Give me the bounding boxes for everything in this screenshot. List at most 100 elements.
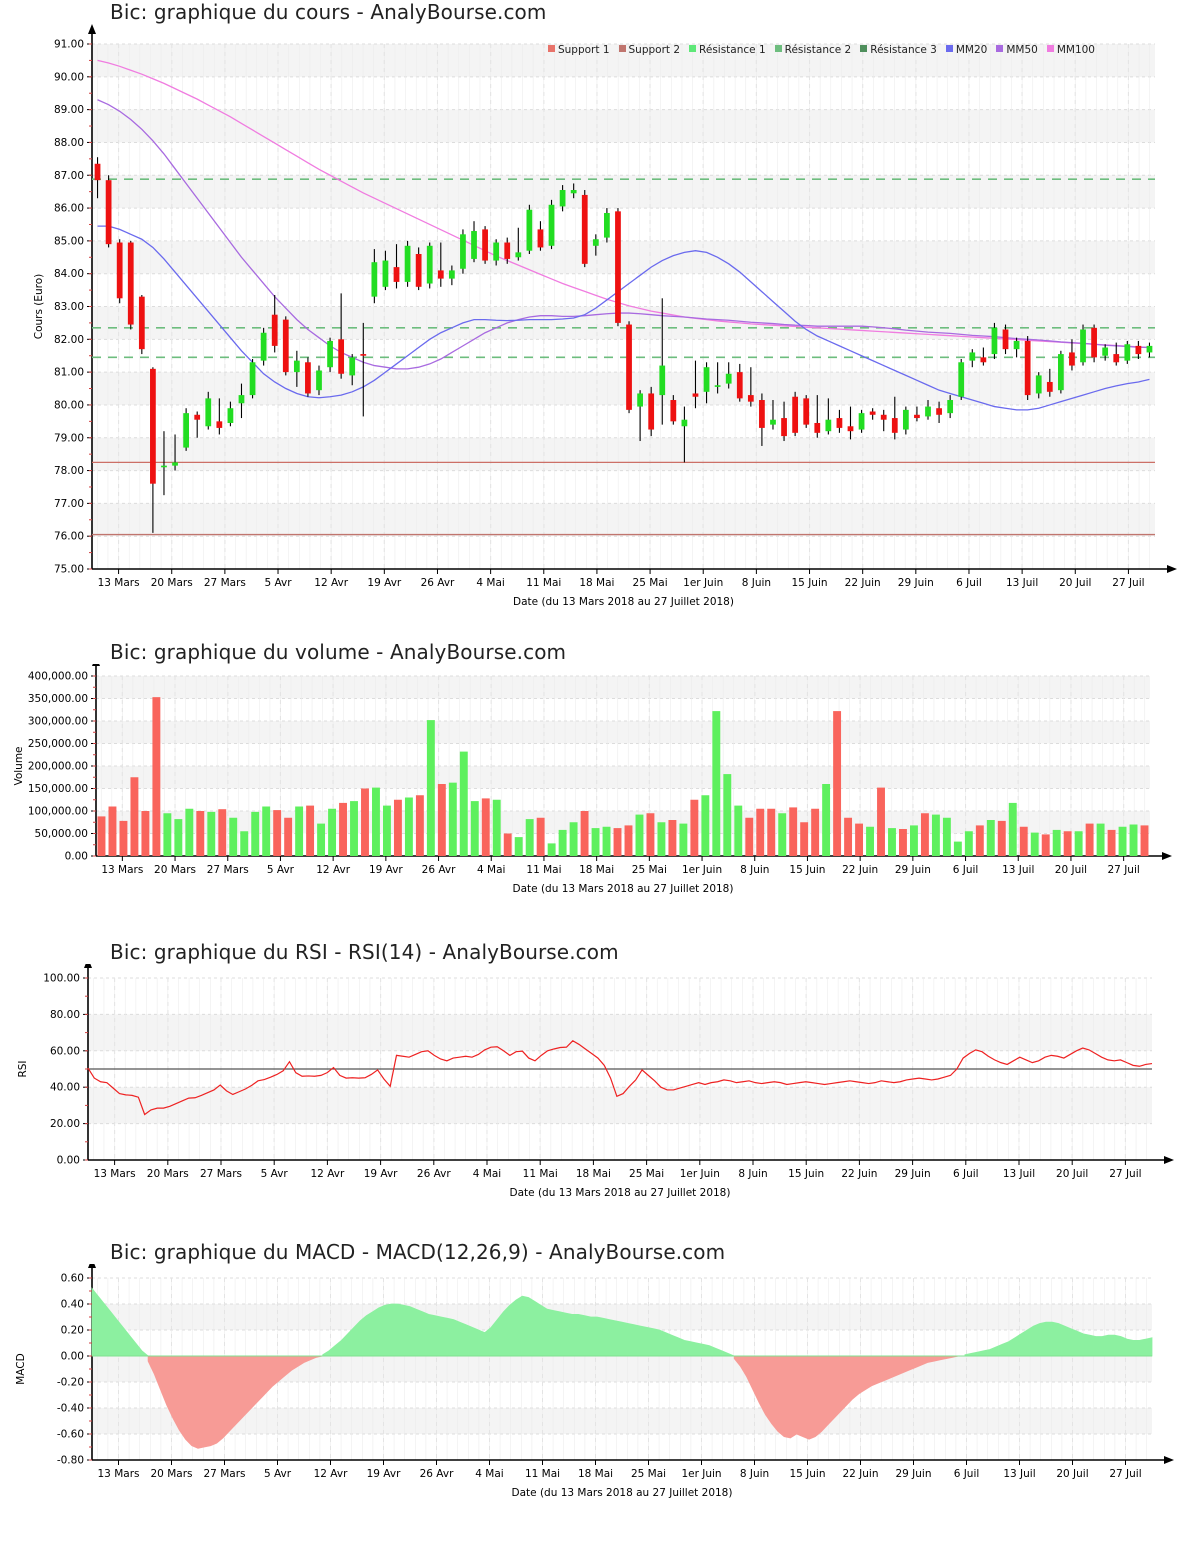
volume-bar — [1052, 829, 1061, 856]
y-axis-tick-label: 88.00 — [54, 137, 84, 149]
volume-bar — [668, 820, 677, 856]
x-axis-tick-label: 13 Mars — [98, 1468, 140, 1480]
candle-body — [426, 245, 433, 284]
x-axis-tick-label: 19 Avr — [367, 577, 401, 589]
y-axis-title: MACD — [15, 1353, 27, 1384]
candle-body — [305, 362, 311, 394]
candle-body — [205, 398, 212, 427]
y-axis-tick-label: 83.00 — [54, 301, 84, 313]
volume-bar — [723, 774, 732, 856]
rsi-line — [87, 1040, 1153, 1116]
candle-body — [94, 163, 101, 181]
x-axis-tick-label: 27 Mars — [200, 1168, 242, 1180]
candle-body — [138, 296, 145, 350]
candle-body — [936, 408, 942, 415]
candle-body — [327, 340, 333, 368]
legend-swatch-icon — [618, 45, 626, 52]
volume-bar — [372, 787, 380, 856]
x-axis-tick-label: 27 Juil — [1112, 577, 1144, 589]
volume-bar — [866, 826, 874, 856]
volume-bar — [1074, 831, 1083, 856]
volume-bar — [1096, 823, 1105, 856]
price-chart-canvas: 75.00 76.00 77.00 78.00 79.00 80.00 81.00 82.00… — [33, 24, 1177, 608]
candle-body — [736, 372, 743, 399]
moving-average-line — [97, 225, 1150, 411]
candle-body — [493, 242, 500, 261]
y-axis-tick-label: 75.00 — [54, 564, 84, 576]
volume-bar — [1118, 826, 1127, 856]
x-axis-tick-label: 25 Mai — [631, 1468, 666, 1480]
volume-bar — [1085, 823, 1094, 856]
volume-chart-title: Bic: graphique du volume - AnalyBourse.c… — [110, 640, 567, 664]
y-axis-title: Cours (Euro) — [33, 274, 45, 340]
candle-body — [1146, 345, 1153, 353]
candle-body — [460, 234, 466, 269]
y-axis-tick-label: 86.00 — [54, 203, 84, 215]
candle-body — [825, 419, 832, 432]
x-axis-tick-label: 1er Juin — [682, 864, 722, 876]
volume-bar — [657, 822, 666, 856]
x-axis-tick-label: 19 Avr — [367, 1468, 401, 1480]
candle-body — [349, 357, 356, 376]
volume-bar — [558, 829, 567, 856]
volume-bar — [361, 788, 369, 856]
volume-bar — [756, 808, 765, 856]
y-axis-tick-label: 0.40 — [61, 1299, 84, 1311]
candle-body — [570, 190, 577, 194]
volume-bar — [1019, 826, 1028, 856]
legend-label: MM100 — [1056, 44, 1095, 56]
volume-bar — [492, 799, 501, 856]
y-axis-tick-label: 0.20 — [61, 1325, 84, 1337]
x-axis-tick-label: 25 Mai — [632, 864, 667, 876]
legend-item: Résistance 3 — [860, 44, 937, 56]
macd-chart-canvas: -0.80 -0.60 -0.40 -0.20 0.00 0.20 0.40 0.60 13 M… — [15, 1264, 1174, 1499]
candle-body — [880, 414, 887, 420]
candle-body — [858, 413, 865, 430]
candle-body — [526, 209, 533, 251]
volume-bar — [569, 822, 578, 856]
candle-body — [548, 204, 555, 246]
y-axis-tick-label: -0.40 — [57, 1403, 84, 1415]
volume-bar — [613, 828, 622, 856]
volume-bar — [273, 810, 282, 856]
candle-body — [759, 400, 765, 428]
x-axis-tick-label: 20 Juil — [1056, 1168, 1088, 1180]
candle-body — [681, 419, 688, 427]
x-axis-tick-label: 29 Juin — [895, 864, 931, 876]
legend-swatch-icon — [547, 45, 555, 52]
y-axis-tick-label: 0.00 — [65, 851, 88, 863]
candle-body — [1024, 340, 1031, 396]
volume-bar — [953, 841, 962, 856]
candle-body — [238, 395, 245, 404]
volume-bar — [833, 711, 842, 856]
volume-bar — [525, 819, 534, 856]
candle-body — [615, 211, 621, 323]
volume-bar — [1107, 829, 1116, 856]
candle-body — [437, 270, 444, 279]
candle-body — [282, 319, 289, 373]
candle-body — [604, 212, 610, 238]
candle-body — [648, 393, 655, 430]
candle-body — [847, 426, 854, 432]
volume-bar — [964, 831, 973, 856]
x-axis-tick-label: 13 Juil — [1003, 1168, 1035, 1180]
volume-bar — [350, 801, 358, 856]
volume-bar — [986, 820, 995, 856]
x-axis-tick-label: 4 Mai — [476, 577, 504, 589]
macd-positive-area — [91, 1287, 1153, 1357]
x-axis-tick-label: 22 Juin — [845, 577, 881, 589]
x-axis-title: Date (du 13 Mars 2018 au 27 Juillet 2018… — [513, 596, 734, 608]
candle-body — [836, 418, 843, 428]
y-axis-tick-label: 250,000.00 — [28, 738, 88, 750]
x-axis-tick-label: 13 Mars — [98, 577, 140, 589]
candle-body — [592, 239, 599, 246]
volume-bar — [909, 825, 918, 856]
candle-body — [1002, 329, 1009, 350]
y-axis-tick-label: 0.00 — [57, 1155, 80, 1167]
volume-bar — [942, 817, 951, 856]
volume-bar — [920, 813, 929, 856]
legend-item: MM20 — [945, 44, 987, 56]
candle-body — [316, 370, 322, 391]
y-axis-tick-label: 100,000.00 — [28, 806, 88, 818]
volume-bar — [1008, 802, 1017, 856]
